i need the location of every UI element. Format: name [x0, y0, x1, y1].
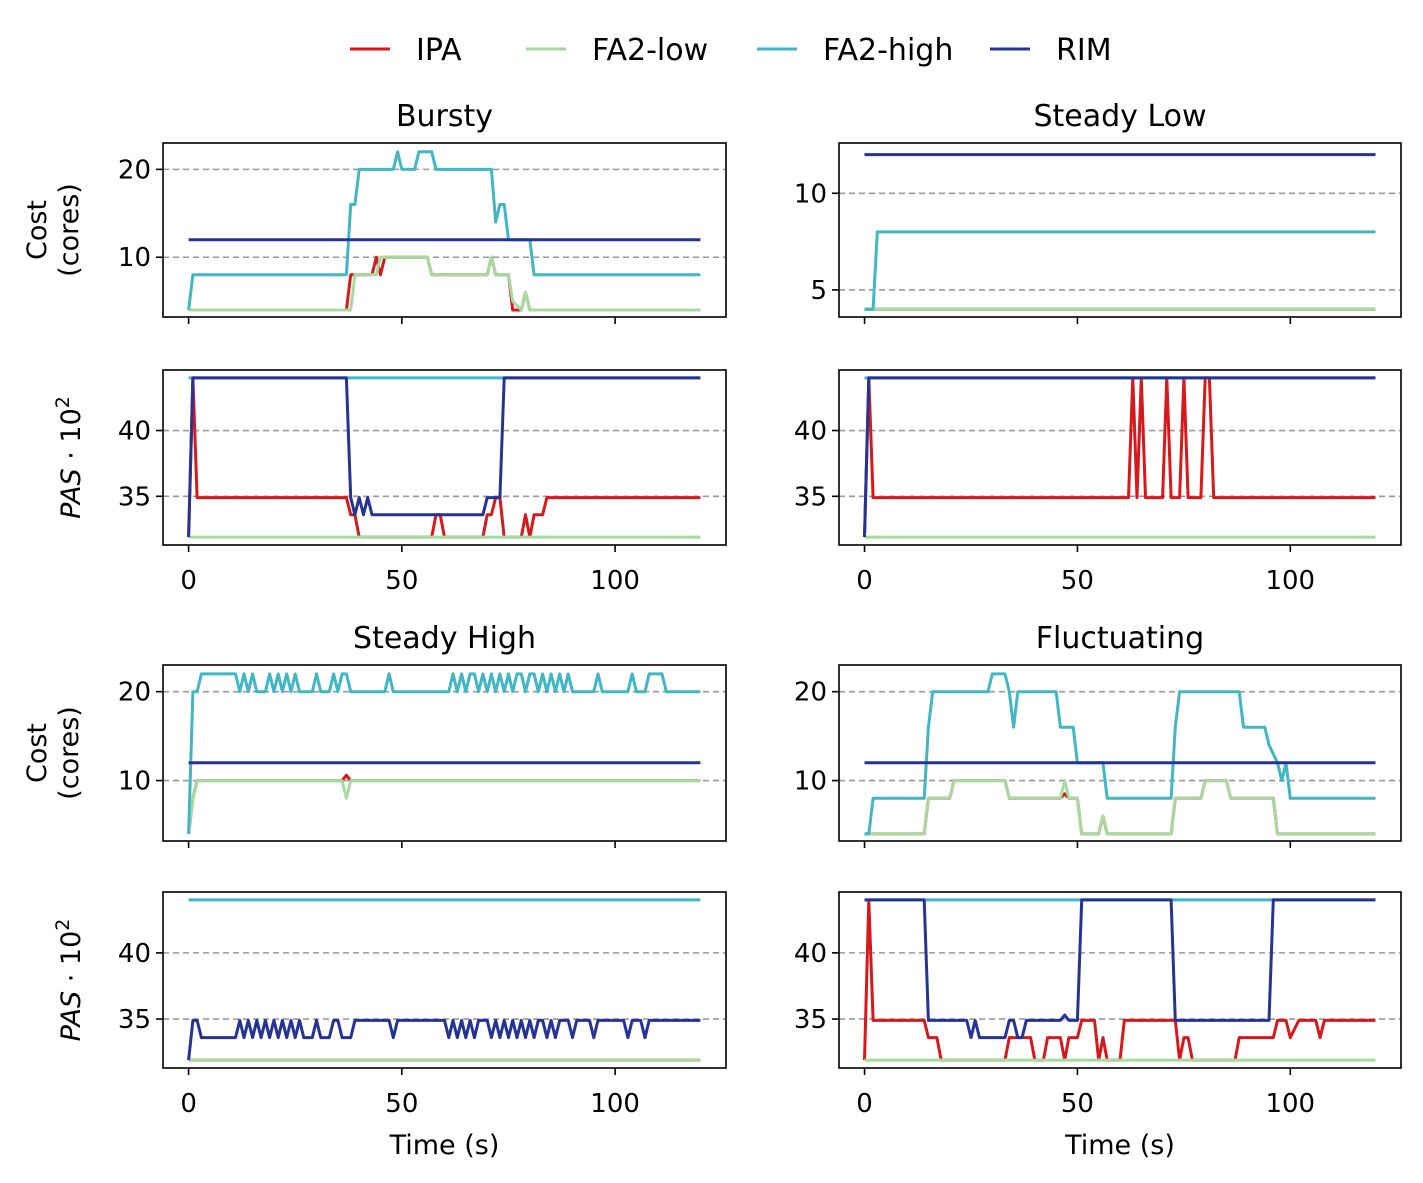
x-tick-label: 50	[385, 566, 418, 596]
axes-frame	[838, 142, 1402, 318]
panel-5: 10 20 Fluctuating	[794, 621, 1402, 848]
x-tick-label: 0	[856, 1089, 873, 1119]
series-group	[863, 898, 1376, 1062]
series-line-ipa	[187, 773, 701, 835]
y-label-exp: 2	[52, 919, 74, 931]
y-tick-label: 35	[118, 1005, 151, 1035]
y-tick-label: 40	[794, 417, 827, 447]
series-line-ipa	[188, 255, 701, 312]
series-line-fa2-high	[864, 672, 1376, 836]
axes-frame	[162, 369, 727, 546]
series-line-fa2-low	[864, 779, 1376, 836]
panel-0: 10 20 Bursty Cost (cores)	[22, 99, 727, 324]
series-line-fa2-low	[187, 779, 701, 835]
legend-label: RIM	[1056, 33, 1112, 68]
panel-2: 35 40 0 50 100 PAS · 102	[52, 369, 727, 596]
series-line-fa2-high	[187, 672, 701, 834]
series-line-ipa	[863, 376, 1376, 538]
panel-1: 5 10 Steady Low	[794, 99, 1402, 324]
y-tick-label: 20	[794, 678, 827, 708]
axes-frame	[162, 664, 727, 842]
legend-label: IPA	[416, 33, 462, 68]
legend-item-fa2-high: FA2-high	[757, 33, 953, 68]
y-label-main: PAS	[56, 468, 87, 519]
y-tick-label: 35	[794, 1005, 827, 1035]
x-tick-label: 0	[856, 566, 873, 596]
series-group	[864, 672, 1376, 836]
series-line-rim	[863, 376, 1376, 538]
y-tick-label: 35	[794, 482, 827, 512]
y-tick-label: 40	[794, 939, 827, 969]
y-tick-label: 5	[810, 276, 827, 306]
y-tick-label: 10	[118, 767, 151, 797]
series-group	[187, 672, 701, 835]
y-axis-label: Cost	[22, 723, 53, 783]
y-label-mid: · 10	[56, 408, 87, 468]
series-line-ipa	[187, 376, 701, 539]
x-tick-label: 100	[590, 566, 640, 596]
legend-item-ipa: IPA	[350, 33, 462, 68]
series-line-fa2-high	[864, 230, 1376, 311]
series-group	[187, 376, 701, 539]
x-axis-label: Time (s)	[1064, 1130, 1175, 1161]
y-axis-label: PAS · 102	[52, 919, 87, 1042]
x-tick-label: 50	[1061, 566, 1094, 596]
y-tick-label: 10	[794, 179, 827, 209]
panel-title: Fluctuating	[1036, 621, 1204, 656]
y-tick-label: 10	[794, 767, 827, 797]
panel-title: Steady High	[353, 621, 536, 656]
series-line-rim	[187, 376, 701, 538]
panel-title: Bursty	[396, 99, 493, 134]
panel-4: 10 20 Steady High Cost (cores)	[22, 621, 727, 848]
x-tick-label: 50	[385, 1089, 418, 1119]
x-axis-label: Time (s)	[389, 1130, 500, 1161]
series-line-ipa	[864, 779, 1376, 836]
y-tick-label: 10	[118, 243, 151, 273]
legend: IPA FA2-low FA2-high RIM	[350, 33, 1112, 68]
x-tick-label: 100	[590, 1089, 640, 1119]
axes-frame	[162, 891, 727, 1069]
panel-6: 35 40 0 50 100 Time (s) PAS · 102	[52, 891, 727, 1161]
legend-item-rim: RIM	[990, 33, 1112, 68]
x-tick-label: 0	[180, 1089, 197, 1119]
axes-frame	[838, 664, 1402, 842]
y-tick-label: 40	[118, 417, 151, 447]
y-axis-label: (cores)	[54, 183, 85, 277]
y-axis-label: Cost	[22, 200, 53, 260]
panel-3: 35 40 0 50 100	[794, 369, 1402, 596]
legend-item-fa2-low: FA2-low	[526, 33, 708, 68]
series-line-rim	[864, 898, 1376, 1040]
legend-label: FA2-high	[823, 33, 953, 68]
series-line-fa2-low	[188, 255, 701, 312]
y-tick-label: 20	[118, 678, 151, 708]
x-tick-label: 100	[1265, 1089, 1315, 1119]
x-tick-label: 50	[1061, 1089, 1094, 1119]
series-line-rim	[187, 1018, 701, 1061]
y-tick-label: 40	[118, 939, 151, 969]
series-line-fa2-high	[187, 150, 701, 311]
y-label-main: PAS	[56, 991, 87, 1042]
legend-label: FA2-low	[592, 33, 708, 68]
x-tick-label: 0	[180, 566, 197, 596]
x-tick-label: 100	[1265, 566, 1315, 596]
y-label-exp: 2	[52, 396, 74, 408]
series-line-ipa	[863, 898, 1376, 1062]
axes-frame	[162, 142, 727, 318]
y-tick-label: 35	[118, 482, 151, 512]
panel-7: 35 40 0 50 100 Time (s)	[794, 891, 1402, 1161]
y-axis-label: (cores)	[54, 706, 85, 800]
series-group	[863, 376, 1376, 539]
axes-frame	[838, 891, 1402, 1069]
y-label-mid: · 10	[56, 931, 87, 991]
series-group	[187, 150, 701, 312]
axes-frame	[838, 369, 1402, 546]
y-axis-label: PAS · 102	[52, 396, 87, 519]
series-group	[187, 898, 701, 1062]
panel-title: Steady Low	[1033, 99, 1206, 134]
y-tick-label: 20	[118, 155, 151, 185]
series-group	[864, 153, 1376, 311]
